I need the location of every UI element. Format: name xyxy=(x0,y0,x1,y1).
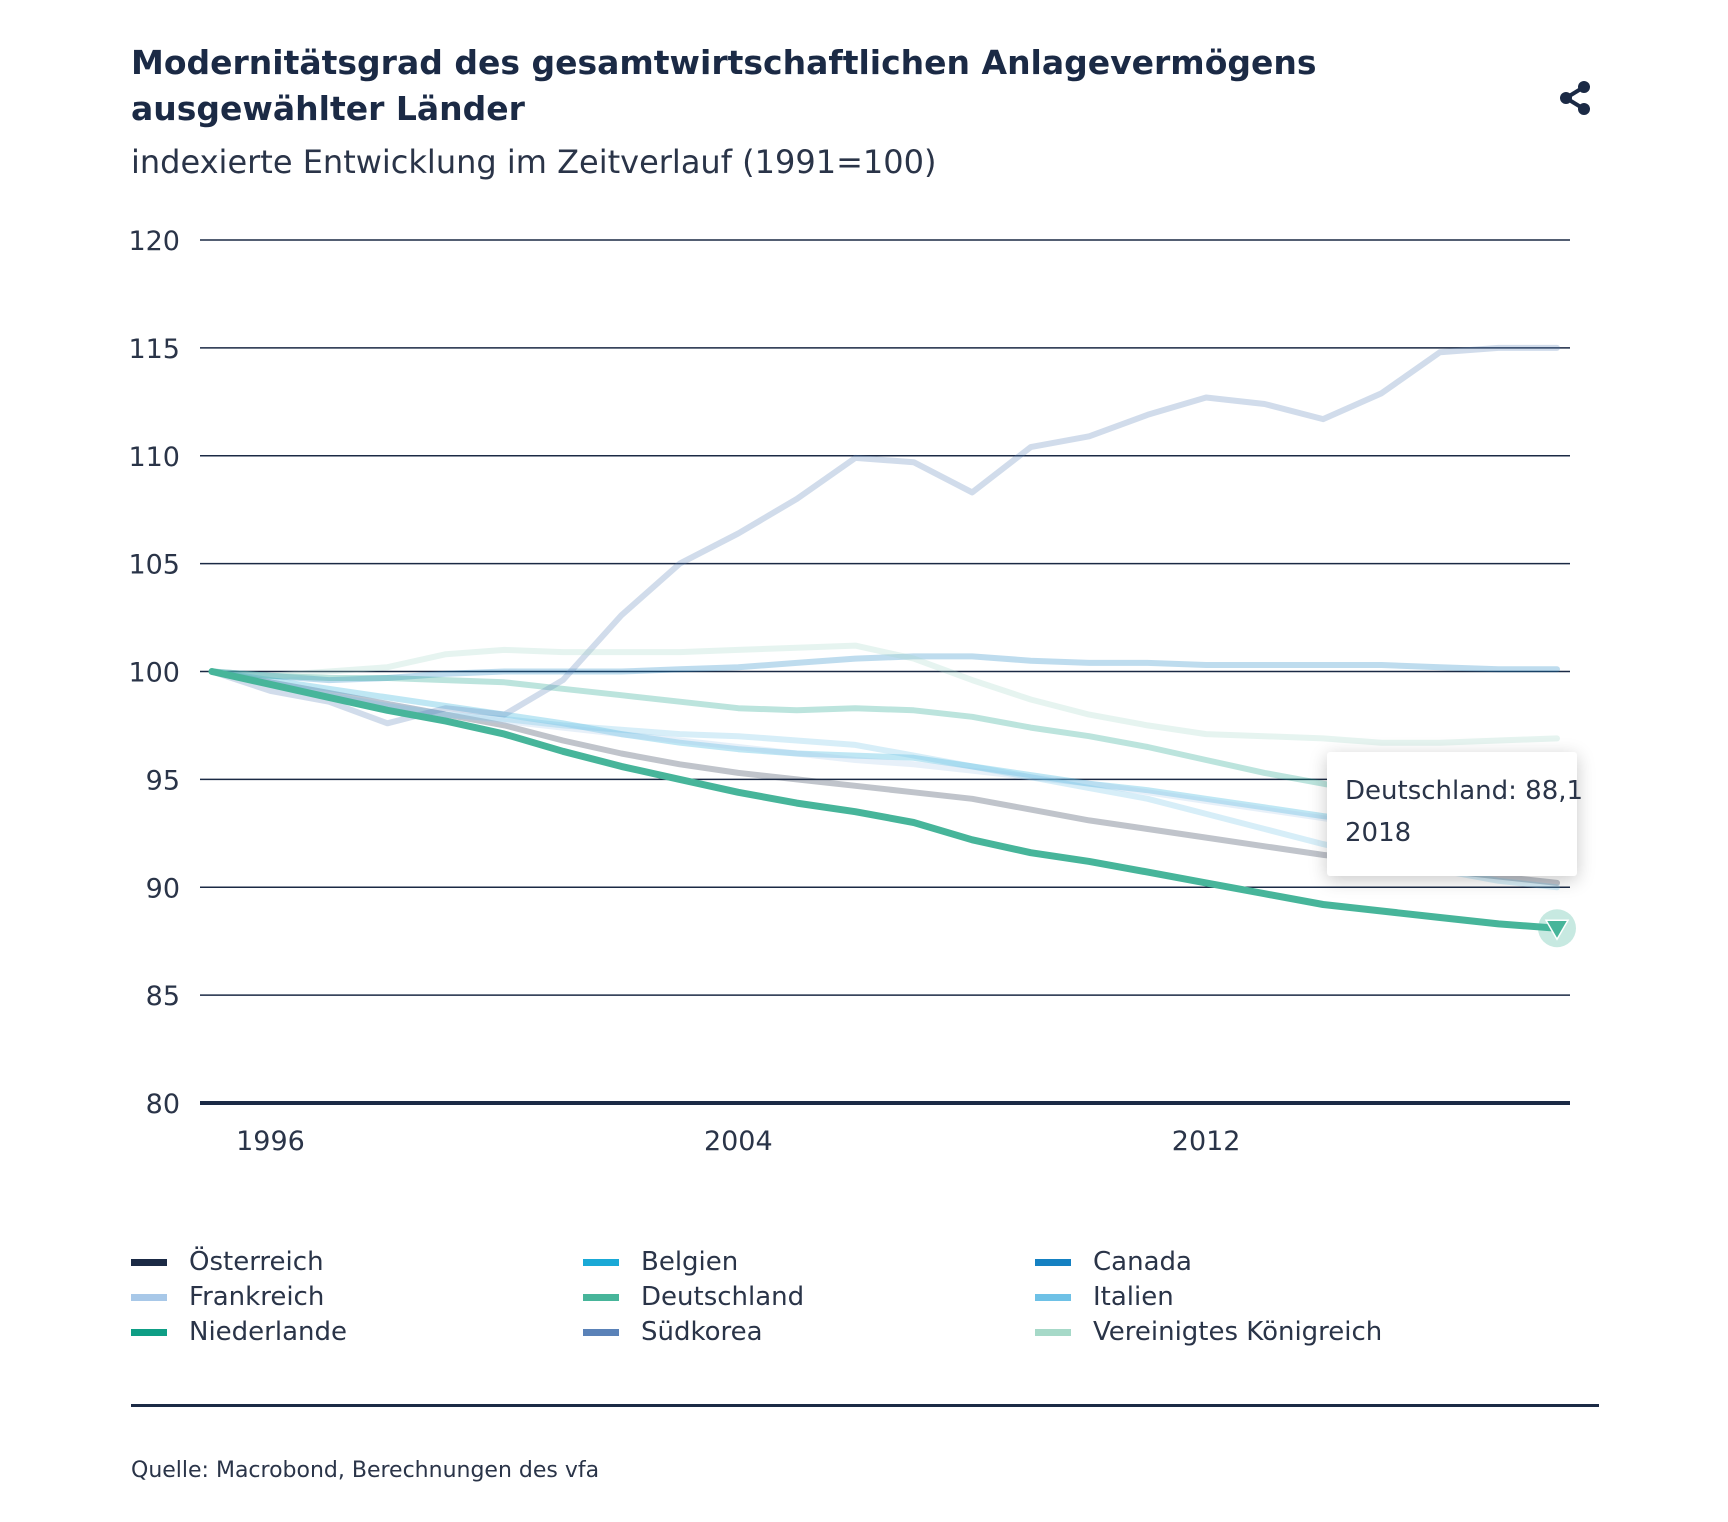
legend-label: Frankreich xyxy=(189,1282,325,1312)
x-tick-label: 2012 xyxy=(1172,1126,1241,1157)
legend-label: Belgien xyxy=(641,1247,739,1277)
series-line-deutschland xyxy=(208,668,1561,932)
legend-swatch xyxy=(583,1328,619,1336)
legend-label: Vereinigtes Königreich xyxy=(1093,1317,1383,1347)
y-tick-label: 100 xyxy=(128,658,180,689)
data-tooltip: Deutschland: 88,1 2018 xyxy=(1327,752,1583,876)
legend-label: Österreich xyxy=(189,1247,324,1277)
y-tick-label: 105 xyxy=(128,550,180,581)
legend-item[interactable]: Belgien xyxy=(583,1245,738,1279)
legend-swatch xyxy=(1035,1293,1071,1301)
y-tick-label: 115 xyxy=(128,334,180,365)
legend-label: Südkorea xyxy=(641,1317,763,1347)
legend-swatch xyxy=(1035,1328,1071,1336)
y-tick-label: 110 xyxy=(128,442,180,473)
highlight-point-marker xyxy=(1544,919,1570,941)
legend-item[interactable]: Vereinigtes Königreich xyxy=(1035,1315,1382,1349)
legend-item[interactable]: Niederlande xyxy=(131,1315,347,1349)
legend-label: Niederlande xyxy=(189,1317,347,1347)
legend-swatch xyxy=(131,1293,167,1301)
series-line-südkorea xyxy=(209,344,1560,727)
series-line-canada xyxy=(209,653,1560,684)
y-tick-label: 95 xyxy=(146,765,180,796)
legend-item[interactable]: Österreich xyxy=(131,1245,324,1279)
y-tick-label: 85 xyxy=(146,981,180,1012)
chart-subtitle: indexierte Entwicklung im Zeitverlauf (1… xyxy=(131,143,937,181)
series-line-vereinigtes-königreich xyxy=(209,642,1560,746)
legend-swatch xyxy=(131,1328,167,1336)
legend-item[interactable]: Südkorea xyxy=(583,1315,763,1349)
y-tick-label: 80 xyxy=(146,1089,180,1120)
legend-item[interactable]: Frankreich xyxy=(131,1280,324,1314)
legend-label: Deutschland xyxy=(641,1282,805,1312)
legend-label: Canada xyxy=(1093,1247,1192,1277)
y-tick-label: 90 xyxy=(146,873,180,904)
tooltip-label: Deutschland: 88,1 xyxy=(1345,776,1584,806)
x-tick-label: 1996 xyxy=(236,1126,305,1157)
legend-swatch xyxy=(1035,1258,1071,1266)
legend-swatch xyxy=(131,1258,167,1266)
footer-divider xyxy=(131,1404,1599,1407)
line-chart: 80 85 90 95 100 105 110 115 120 1996 2004 2012 xyxy=(128,226,1576,1157)
chart-title: Modernitätsgrad des gesamtwirtschaftlich… xyxy=(131,43,1317,128)
x-tick-label: 2004 xyxy=(704,1126,773,1157)
legend-swatch xyxy=(583,1258,619,1266)
share-icon[interactable] xyxy=(1555,76,1595,120)
legend-item[interactable]: Deutschland xyxy=(583,1280,804,1314)
legend-swatch xyxy=(583,1293,619,1301)
legend-label: Italien xyxy=(1093,1282,1174,1312)
legend-item[interactable]: Italien xyxy=(1035,1280,1174,1314)
legend-item[interactable]: Canada xyxy=(1035,1245,1192,1279)
y-tick-label: 120 xyxy=(128,226,180,257)
tooltip-year: 2018 xyxy=(1345,818,1412,848)
source-note: Quelle: Macrobond, Berechnungen des vfa xyxy=(131,1458,600,1483)
